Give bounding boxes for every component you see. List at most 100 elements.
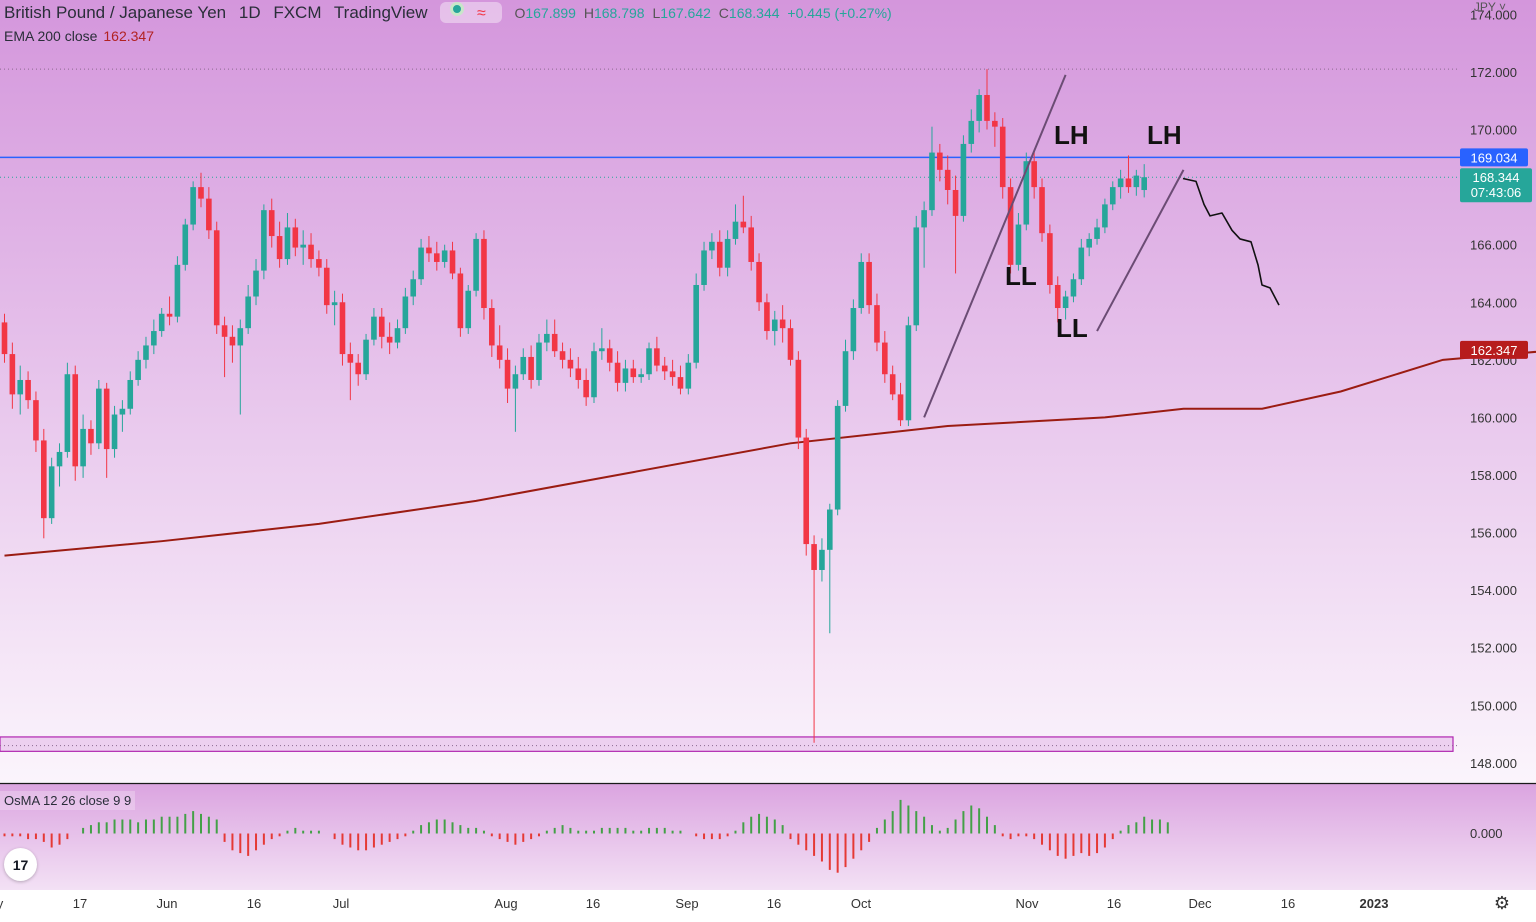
candle[interactable] bbox=[1039, 178, 1045, 242]
candle[interactable] bbox=[567, 348, 574, 378]
candle[interactable] bbox=[787, 319, 794, 366]
candle[interactable] bbox=[1086, 233, 1092, 257]
candle[interactable] bbox=[41, 428, 47, 539]
candle[interactable] bbox=[748, 215, 754, 271]
candle[interactable] bbox=[858, 253, 865, 314]
candle[interactable] bbox=[371, 308, 377, 346]
candle[interactable] bbox=[811, 535, 817, 743]
candle[interactable] bbox=[229, 325, 236, 363]
osma-legend[interactable]: OsMA 12 26 close 9 9 bbox=[0, 791, 136, 810]
candle[interactable] bbox=[536, 333, 542, 386]
candle[interactable] bbox=[732, 204, 739, 245]
candle[interactable] bbox=[261, 204, 267, 280]
candle[interactable] bbox=[25, 371, 31, 409]
candle[interactable] bbox=[402, 287, 409, 334]
candle[interactable] bbox=[850, 299, 857, 360]
candle[interactable] bbox=[292, 218, 299, 257]
candle[interactable] bbox=[355, 354, 361, 386]
candle[interactable] bbox=[190, 181, 196, 231]
candle[interactable] bbox=[1062, 290, 1069, 320]
candle[interactable] bbox=[56, 443, 63, 487]
candle[interactable] bbox=[583, 368, 589, 406]
candle[interactable] bbox=[1054, 276, 1061, 323]
rising-trendline[interactable] bbox=[923, 74, 1067, 418]
candle[interactable] bbox=[779, 305, 786, 343]
candle[interactable] bbox=[253, 259, 259, 306]
candle[interactable] bbox=[166, 296, 173, 326]
candle[interactable] bbox=[913, 215, 920, 332]
candle[interactable] bbox=[921, 201, 927, 268]
candle[interactable] bbox=[622, 359, 629, 392]
candle[interactable] bbox=[1094, 218, 1100, 245]
candle[interactable] bbox=[591, 342, 597, 404]
annotation-ll[interactable]: LL bbox=[1056, 313, 1088, 343]
candle[interactable] bbox=[410, 270, 417, 306]
candle[interactable] bbox=[834, 400, 841, 516]
candle[interactable] bbox=[614, 351, 621, 392]
interval-label[interactable]: 1D bbox=[238, 3, 261, 22]
candle[interactable] bbox=[9, 342, 16, 409]
candle[interactable] bbox=[1078, 238, 1085, 285]
candle[interactable] bbox=[544, 319, 550, 352]
candle[interactable] bbox=[803, 428, 810, 556]
candle[interactable] bbox=[1015, 213, 1022, 271]
candle[interactable] bbox=[630, 359, 637, 383]
candle[interactable] bbox=[764, 293, 770, 340]
candle[interactable] bbox=[819, 538, 825, 582]
candle[interactable] bbox=[1023, 152, 1030, 231]
candle[interactable] bbox=[33, 391, 39, 452]
ema-price-tag[interactable] bbox=[1460, 340, 1528, 359]
ema-legend[interactable]: EMA 200 close 162.347 bbox=[4, 28, 154, 44]
rising-wedge-trendline[interactable] bbox=[1096, 169, 1185, 332]
candle[interactable] bbox=[434, 241, 440, 271]
candle[interactable] bbox=[1102, 198, 1108, 234]
currency-selector[interactable]: JPY ˅ bbox=[1474, 0, 1506, 14]
candle[interactable] bbox=[127, 371, 134, 415]
candle[interactable] bbox=[96, 379, 102, 450]
candle[interactable] bbox=[1031, 149, 1037, 199]
candle[interactable] bbox=[795, 351, 802, 450]
candle[interactable] bbox=[952, 175, 959, 274]
candle[interactable] bbox=[496, 325, 503, 369]
candle[interactable] bbox=[213, 221, 220, 334]
candle[interactable] bbox=[489, 299, 495, 357]
candle[interactable] bbox=[268, 198, 275, 248]
candle[interactable] bbox=[418, 238, 424, 285]
candle[interactable] bbox=[386, 322, 393, 355]
candle[interactable] bbox=[740, 195, 747, 234]
candle[interactable] bbox=[457, 267, 464, 337]
candle[interactable] bbox=[897, 382, 904, 427]
candle[interactable] bbox=[441, 244, 448, 268]
candle[interactable] bbox=[842, 339, 849, 412]
candle[interactable] bbox=[882, 331, 888, 383]
candle[interactable] bbox=[559, 342, 566, 369]
candle[interactable] bbox=[300, 230, 306, 265]
candle[interactable] bbox=[960, 135, 967, 222]
candle[interactable] bbox=[661, 356, 668, 380]
candle[interactable] bbox=[716, 230, 723, 277]
candle[interactable] bbox=[866, 253, 872, 314]
candle[interactable] bbox=[669, 359, 676, 386]
ema-200-line[interactable] bbox=[4, 348, 1536, 557]
candle[interactable] bbox=[709, 233, 715, 260]
candle[interactable] bbox=[316, 250, 322, 277]
candle[interactable] bbox=[944, 155, 951, 205]
candle[interactable] bbox=[158, 308, 165, 337]
annotation-ll[interactable]: LL bbox=[1005, 261, 1037, 291]
candle[interactable] bbox=[724, 230, 731, 277]
candle[interactable] bbox=[827, 503, 833, 634]
candle[interactable] bbox=[929, 126, 935, 216]
candle[interactable] bbox=[1133, 169, 1140, 196]
candle[interactable] bbox=[701, 241, 707, 291]
candle[interactable] bbox=[575, 356, 582, 389]
candle[interactable] bbox=[80, 414, 86, 478]
candle[interactable] bbox=[1047, 224, 1053, 294]
candle[interactable] bbox=[1070, 273, 1077, 303]
last-price-tag[interactable] bbox=[1460, 168, 1532, 203]
candle[interactable] bbox=[174, 256, 181, 323]
annotation-lh[interactable]: LH bbox=[1054, 120, 1089, 150]
candle[interactable] bbox=[237, 319, 244, 415]
candle[interactable] bbox=[119, 400, 126, 432]
candle[interactable] bbox=[473, 233, 479, 297]
